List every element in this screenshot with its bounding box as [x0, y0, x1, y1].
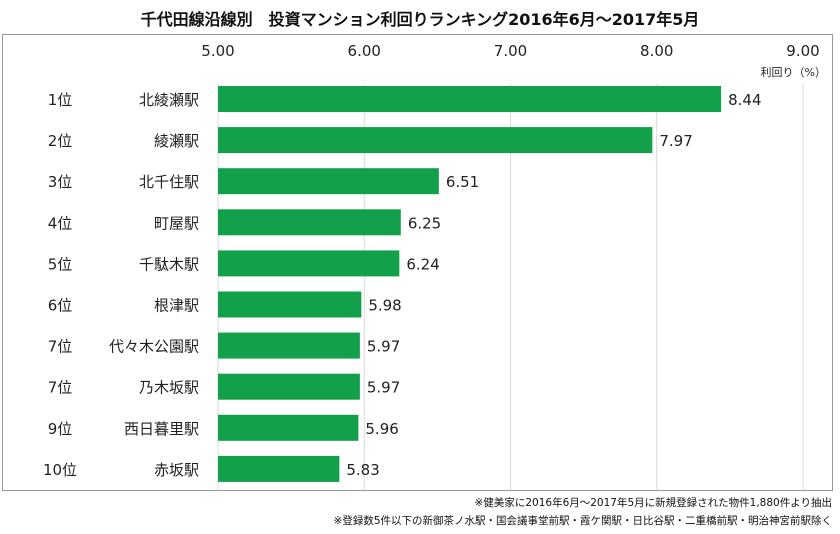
x-axis-label: 利回り（%）: [761, 66, 826, 79]
value-label: 5.96: [365, 420, 398, 438]
bar: [218, 86, 722, 112]
station-label: 町屋駅: [154, 214, 199, 232]
rank-label: 7位: [48, 338, 73, 356]
station-label: 代々木公園駅: [109, 338, 199, 356]
station-label: 千駄木駅: [139, 255, 199, 273]
value-label: 8.44: [728, 91, 761, 109]
value-label: 5.97: [367, 338, 400, 356]
bar: [218, 373, 360, 400]
bar: [218, 291, 362, 318]
station-label: 綾瀬駅: [154, 132, 199, 150]
value-label: 5.97: [367, 379, 400, 397]
station-label: 赤坂駅: [154, 461, 199, 479]
value-label: 5.83: [346, 461, 379, 479]
chart-frame: [2, 34, 833, 491]
value-label: 6.51: [446, 173, 479, 191]
value-label: 5.98: [368, 297, 401, 315]
bar: [218, 414, 359, 441]
station-label: 北千住駅: [139, 173, 199, 191]
rank-label: 2位: [48, 132, 73, 150]
rank-label: 10位: [43, 461, 77, 479]
rank-label: 6位: [48, 297, 73, 315]
bar: [218, 127, 653, 154]
rank-label: 1位: [48, 91, 73, 109]
footnote-exclusion: ※登録数5件以下の新御茶ノ水駅・国会議事堂前駅・霞ケ関駅・日比谷駅・二重橋前駅・…: [333, 515, 832, 527]
rank-label: 5位: [48, 255, 73, 273]
value-label: 7.97: [659, 132, 692, 150]
footnote-source: ※健美家に2016年6月～2017年5月に新規登録された物件1,880件より抽出: [474, 497, 832, 509]
rank-label: 3位: [48, 173, 73, 191]
x-tick-label: 9.00: [786, 42, 819, 60]
value-label: 6.25: [408, 214, 441, 232]
x-tick-label: 8.00: [640, 42, 673, 60]
station-label: 乃木坂駅: [139, 379, 199, 397]
x-tick-label: 5.00: [201, 42, 234, 60]
bar: [218, 168, 439, 195]
value-label: 6.24: [406, 255, 439, 273]
bar: [218, 209, 401, 236]
bar: [218, 250, 400, 277]
station-label: 北綾瀬駅: [139, 91, 199, 109]
x-tick-label: 7.00: [494, 42, 527, 60]
bar: [218, 455, 340, 482]
bar: [218, 332, 360, 359]
station-label: 西日暮里駅: [124, 420, 199, 438]
station-label: 根津駅: [154, 297, 199, 315]
rank-label: 4位: [48, 214, 73, 232]
chart-title: 千代田線沿線別 投資マンション利回りランキング2016年6月～2017年5月: [140, 10, 700, 29]
rank-label: 7位: [48, 379, 73, 397]
rank-label: 9位: [48, 420, 73, 438]
x-tick-label: 6.00: [348, 42, 381, 60]
